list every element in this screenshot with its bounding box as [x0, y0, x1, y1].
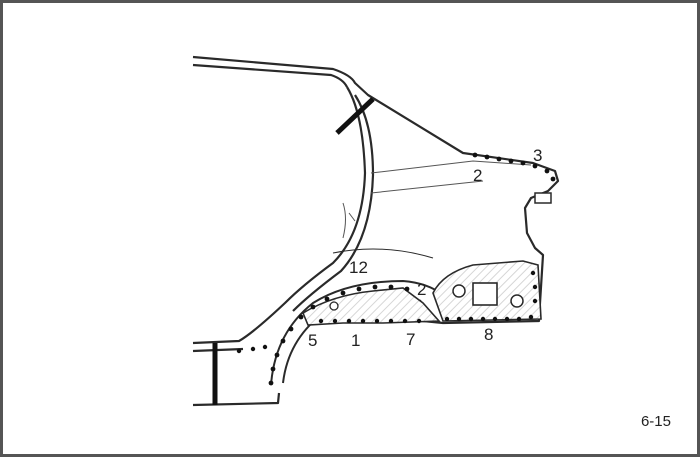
callout-2-lower: 2	[417, 280, 426, 299]
quarter-panel-diagram: 1 2 2 3 5 7 8 12	[192, 55, 560, 407]
wheelhouse-hole	[329, 301, 339, 311]
character-lines	[342, 160, 532, 239]
section-cut-marks	[212, 97, 375, 405]
callout-8: 8	[484, 325, 493, 344]
tail-bracket	[534, 192, 552, 204]
callout-12: 12	[349, 258, 368, 277]
panel-outline	[192, 55, 560, 407]
callouts: 1 2 2 3 5 7 8 12	[308, 146, 542, 350]
callout-1: 1	[351, 331, 360, 350]
extension-square-opening	[472, 282, 498, 306]
weld-spots	[236, 152, 556, 386]
extension-hole-right	[510, 294, 524, 308]
callout-7: 7	[406, 330, 415, 349]
extension-hole-left	[452, 284, 466, 298]
wheelhouse-inner-panel	[301, 287, 441, 326]
callout-3: 3	[533, 146, 542, 165]
callout-2-upper: 2	[473, 166, 482, 185]
callout-5: 5	[308, 331, 317, 350]
page-number: 6-15	[640, 413, 671, 430]
